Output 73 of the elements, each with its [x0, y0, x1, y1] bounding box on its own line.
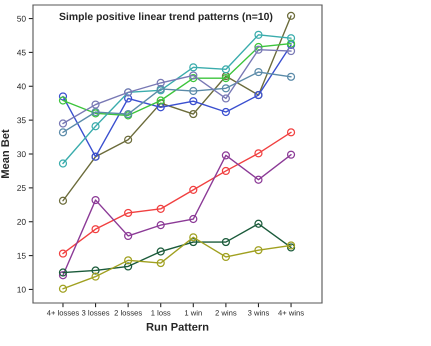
- point: [222, 94, 230, 103]
- y-tick-label: 10: [17, 286, 26, 293]
- point: [58, 128, 68, 136]
- point: [91, 266, 100, 275]
- point: [91, 272, 100, 281]
- point: [189, 110, 198, 118]
- point: [254, 42, 263, 52]
- point: [286, 46, 296, 56]
- point: [156, 258, 165, 268]
- point: [91, 196, 100, 204]
- point: [58, 96, 68, 105]
- point: [58, 249, 68, 258]
- point: [254, 246, 263, 254]
- point: [124, 256, 132, 264]
- point: [58, 119, 68, 128]
- point: [91, 225, 100, 234]
- point: [222, 252, 230, 262]
- point: [254, 30, 263, 39]
- point: [58, 284, 68, 293]
- y-tick-label: 15: [17, 252, 26, 259]
- point: [222, 84, 230, 92]
- point: [124, 94, 132, 103]
- point: [189, 71, 198, 80]
- point: [254, 149, 263, 158]
- y-tick-label: 30: [17, 151, 26, 158]
- point: [189, 233, 198, 242]
- text: Simple positive linear trend patterns (n=10): [59, 12, 272, 22]
- point: [222, 166, 230, 176]
- point: [156, 96, 165, 105]
- point: [156, 204, 165, 213]
- point: [91, 100, 100, 109]
- point: [58, 92, 68, 101]
- point: [91, 122, 100, 130]
- point: [254, 46, 263, 54]
- point: [124, 262, 132, 271]
- y-tick-label: 35: [17, 117, 26, 124]
- point: [189, 186, 198, 194]
- y-tick-label: 40: [16, 83, 26, 90]
- point: [189, 86, 198, 96]
- x-axis-title: Run Pattern: [146, 323, 208, 331]
- point: [58, 271, 68, 280]
- point: [156, 221, 165, 230]
- point: [124, 208, 132, 218]
- y-tick-label: 45: [16, 50, 26, 56]
- point: [58, 196, 68, 205]
- point: [58, 268, 68, 277]
- point: [156, 78, 165, 87]
- point: [286, 34, 296, 42]
- point: [254, 176, 263, 184]
- point: [124, 232, 132, 240]
- point: [286, 128, 296, 136]
- point: [286, 150, 296, 159]
- point: [254, 68, 263, 76]
- y-axis-title: Mean Bet: [1, 129, 10, 178]
- point: [222, 238, 230, 246]
- point: [156, 247, 165, 256]
- point: [222, 108, 230, 116]
- point: [286, 12, 296, 20]
- point: [124, 136, 132, 144]
- point: [254, 220, 263, 228]
- point: [189, 63, 198, 72]
- point: [286, 72, 296, 81]
- y-tick-label: 25: [17, 185, 26, 191]
- point: [58, 159, 68, 168]
- point: [189, 74, 198, 82]
- point: [222, 65, 230, 74]
- y-tick-label: 50: [17, 16, 26, 22]
- point: [189, 214, 198, 224]
- y-tick-label: 20: [17, 218, 26, 225]
- point: [189, 238, 198, 246]
- point: [156, 103, 165, 112]
- point: [222, 151, 230, 160]
- point: [189, 97, 198, 106]
